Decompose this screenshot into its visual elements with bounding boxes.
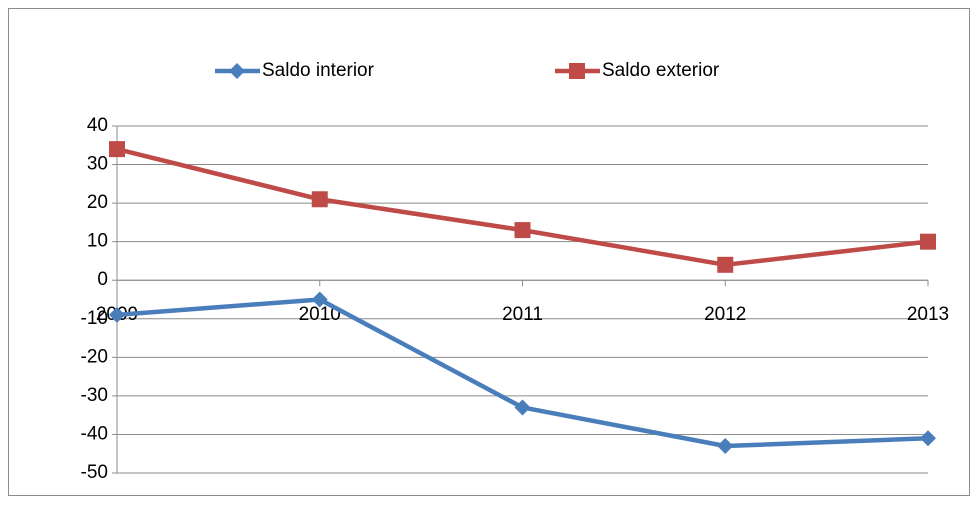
y-tick-label: 30 [87, 154, 108, 175]
marker [109, 306, 125, 323]
marker [717, 438, 734, 455]
marker [109, 141, 125, 158]
chart-border [8, 8, 970, 496]
y-tick-label: 40 [87, 115, 108, 136]
marker [569, 63, 585, 79]
y-tick-label: -30 [81, 385, 108, 406]
legend-label: Saldo exterior [602, 60, 720, 81]
marker [920, 430, 936, 447]
y-tick-label: -10 [81, 308, 108, 329]
marker [229, 63, 245, 79]
marker [717, 256, 734, 273]
y-tick-label: -50 [81, 462, 108, 483]
marker [920, 233, 936, 250]
x-tick-label: 2010 [299, 304, 341, 325]
y-tick-label: 20 [87, 192, 108, 213]
marker [514, 399, 531, 416]
x-tick-label: 2012 [704, 304, 746, 325]
y-tick-label: 0 [97, 269, 108, 290]
y-tick-label: -40 [81, 423, 108, 444]
legend-label: Saldo interior [262, 60, 375, 81]
marker [311, 291, 328, 308]
y-tick-label: 10 [87, 231, 108, 252]
marker [311, 191, 328, 208]
marker [514, 222, 531, 239]
x-tick-label: 2013 [907, 304, 949, 325]
x-tick-label: 2011 [502, 304, 543, 325]
y-tick-label: -20 [81, 346, 108, 367]
